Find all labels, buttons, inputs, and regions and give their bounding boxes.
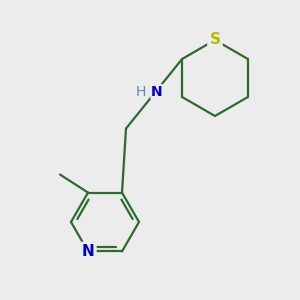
Text: H: H bbox=[136, 85, 146, 99]
Text: S: S bbox=[209, 32, 220, 47]
Text: N: N bbox=[151, 85, 163, 99]
Text: N: N bbox=[82, 244, 94, 259]
